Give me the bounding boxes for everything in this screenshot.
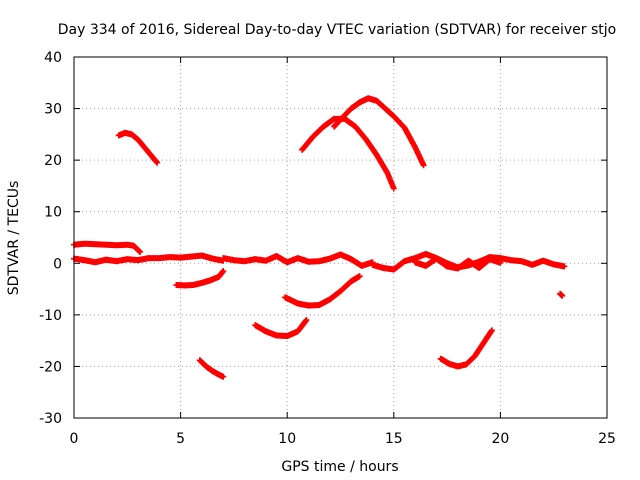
data-points — [196, 357, 227, 380]
y-axis-label: SDTVAR / TECUs — [6, 181, 22, 296]
data-points — [331, 95, 427, 169]
y-tick-label: 20 — [44, 153, 62, 169]
y-tick-label: -30 — [39, 411, 62, 427]
series-arc-5 — [252, 317, 310, 340]
y-tick-label: -10 — [39, 308, 62, 324]
y-tick-label: 30 — [44, 102, 62, 118]
data-points — [220, 251, 376, 269]
series-arc-6 — [282, 273, 363, 309]
data-points — [437, 327, 495, 370]
series-arc-1 — [115, 129, 161, 166]
data-points — [282, 273, 363, 309]
x-tick-label: 0 — [70, 431, 79, 447]
x-tick-label: 15 — [385, 431, 403, 447]
series-arc-8 — [331, 95, 427, 169]
x-tick-label: 10 — [278, 431, 296, 447]
x-tick-label: 20 — [491, 431, 509, 447]
y-tick-label: 10 — [44, 205, 62, 221]
data-points — [412, 255, 504, 272]
y-tick-label: 40 — [44, 50, 62, 66]
axis-ticks: 0 5 10 15 20 25 -30 -20 -10 0 10 20 30 40 — [39, 50, 616, 447]
series-point-1 — [557, 290, 566, 299]
data-points — [252, 317, 310, 340]
y-tick-label: -20 — [39, 359, 62, 375]
series-arc-9 — [437, 327, 495, 370]
series-arc-4 — [196, 357, 227, 380]
x-axis-label: GPS time / hours — [281, 459, 398, 475]
series-baseline-4 — [412, 255, 504, 272]
chart-title: Day 334 of 2016, Sidereal Day-to-day VTE… — [58, 22, 616, 38]
data-points — [173, 268, 227, 289]
data-points — [557, 290, 566, 299]
data-points — [115, 129, 161, 166]
plot-frame — [73, 56, 608, 419]
x-tick-label: 25 — [598, 431, 616, 447]
series-arc-3 — [173, 268, 227, 289]
series-baseline-2 — [220, 251, 376, 269]
x-tick-label: 5 — [176, 431, 185, 447]
y-tick-label: 0 — [53, 256, 62, 272]
